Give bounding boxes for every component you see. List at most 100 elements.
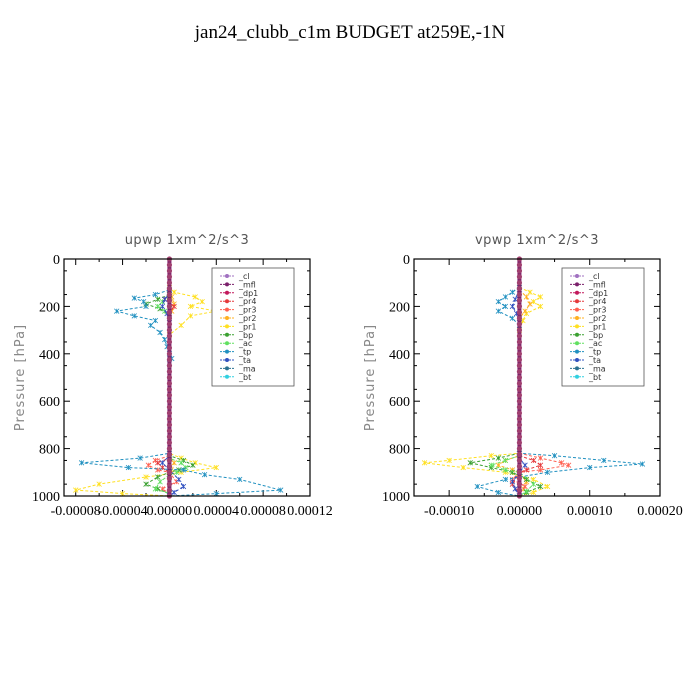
panel-2-center-marker (516, 481, 523, 487)
panel-2-center-marker (516, 416, 523, 422)
panel-2-series-tp-marker (502, 476, 509, 483)
panel-1-center-marker (166, 410, 173, 416)
panel-1-title: upwp 1xm^2/s^3 (125, 233, 250, 248)
panel-2-legend-marker (575, 341, 579, 346)
panel-1: upwp 1xm^2/s^3 Pressure [hPa] 0 200 400 600 80… (13, 233, 333, 519)
panel-2-legend-label: _pr2 (588, 314, 606, 323)
panel-2-series-tp-marker (601, 457, 607, 464)
panel-1-xtick-label: -0.00004 (97, 504, 147, 519)
panel-2-series-pr4-marker (530, 457, 537, 464)
panel-1-series-tp-marker (237, 476, 243, 483)
panel-1-legend-marker (225, 324, 229, 329)
panel-1-center-marker (166, 392, 173, 398)
panel-1-center-marker (166, 303, 173, 309)
panel-2-series-ta-marker (522, 462, 528, 468)
panel-1-series-pr1-marker (187, 313, 194, 319)
panel-2-legend-marker (575, 349, 579, 354)
panel-1-legend-swatch (220, 316, 234, 320)
panel-2-center-marker (516, 475, 523, 481)
panel-1-ytick-label: 800 (39, 443, 60, 458)
panel-2-legend-swatch (570, 274, 584, 278)
panel-1-xtick-label: 0.00008 (240, 504, 286, 519)
panel-2-frame (413, 258, 661, 497)
panel-1-series-tp-marker (140, 298, 147, 305)
panel-1-legend-marker (225, 316, 229, 320)
panel-2-legend-label: _ta (588, 356, 601, 365)
panel-2-center-marker (516, 303, 523, 309)
panel-2-legend-swatch (570, 290, 584, 295)
panel-1-ytick-label: 600 (39, 395, 60, 410)
panel-1-legend-marker (225, 349, 229, 354)
panel-1-series-pr1-marker (192, 294, 198, 300)
panel-2-legend-swatch (570, 299, 584, 304)
panel-2-series-pr1-line (424, 286, 549, 496)
panel-2-series-tp-marker (509, 315, 516, 321)
panel-1-center-marker (166, 422, 173, 428)
panel-1-center-marker (166, 386, 173, 392)
panel-2-ytick-label: 800 (389, 443, 410, 458)
panel-2-legend-label: _ma (588, 364, 606, 373)
panel-1-series-bp-marker (190, 462, 196, 468)
panel-2-series-pr1-marker (527, 289, 533, 295)
panel-1-series-pr4-marker (155, 460, 161, 466)
panel-2-series-ac-marker (488, 462, 494, 468)
panel-2-center-marker (516, 410, 523, 416)
panel-2-legend-marker (575, 274, 579, 278)
panel-2-series-pr4-marker (537, 462, 544, 468)
panel-1-legend-label: _bt (238, 373, 251, 382)
panel-1-series-ta-marker (176, 476, 182, 483)
panel-1-center-marker (166, 428, 173, 434)
panel-2-center-marker (516, 274, 523, 280)
panel-1-series-ac-marker (173, 469, 180, 475)
panel-2-legend-label: _cl (588, 272, 600, 281)
panel-2-xtick-label: 0.00010 (567, 504, 613, 519)
panel-1-frame (63, 258, 311, 497)
panel-2-center-marker (516, 457, 523, 464)
panel-2-legend-label: _pr4 (588, 297, 606, 306)
panel-2-center-marker (516, 440, 523, 446)
panel-1-legend-label: _mfl (238, 280, 256, 289)
panel-1-legend-label: _cl (238, 272, 250, 281)
panel-2-legend-marker (575, 299, 579, 304)
panel-2-center-marker (516, 368, 523, 375)
panel-1-series-tp-marker (213, 490, 219, 496)
panel-2-center-marker (516, 327, 523, 333)
panel-1-series-bp-line (144, 294, 195, 495)
panel-1-legend-marker (225, 299, 229, 304)
panel-1-series-pr1-marker (73, 487, 79, 493)
panel-1-center-marker (166, 351, 173, 357)
panel-2-center-marker (516, 446, 523, 452)
panel-1-center-marker (166, 327, 173, 333)
panel-1-center-marker (166, 481, 173, 487)
panel-1-legend: _cl_mfl_dp1_pr4_pr3_pr2_pr1_bp_ac_tp_ta_… (211, 267, 295, 387)
panel-1-series-tp-marker (125, 464, 132, 471)
panel-1-xtick-label: 0.00004 (194, 504, 240, 519)
panel-1-center-marker (166, 309, 173, 315)
panel-1-series-pr1-marker (187, 303, 194, 310)
panel-1-center-marker (166, 286, 173, 292)
panel-2-xtick-label: 0.00000 (497, 504, 543, 519)
panel-2-series-pr3-marker (537, 467, 544, 473)
panel-1-series-pr1-marker (171, 289, 177, 295)
panel-2-series-ta-marker (509, 479, 516, 485)
panel-1-series-pr1-marker (178, 322, 184, 329)
panel-1-center-marker (166, 291, 173, 298)
panel-2-series-pr3-marker (558, 460, 565, 466)
panel-1-ytick-label: 400 (39, 348, 60, 363)
panel-2-series-bp-marker (467, 460, 473, 466)
panel-2-series-pr2-marker (522, 308, 528, 314)
panel-2-series-tp-marker (639, 461, 646, 467)
panel-1-center-marker (166, 333, 173, 339)
panel-1-series-tp-marker (78, 460, 85, 466)
panel-1-legend-label: _dp1 (238, 289, 258, 298)
panel-1-center-marker (166, 404, 173, 410)
panel-1-series-tp-marker (131, 295, 137, 301)
panel-1-legend-label: _pr3 (238, 306, 256, 315)
panel-1-center-marker (166, 487, 173, 493)
panel-2: vpwp 1xm^2/s^3 Pressure [hPa] 0 200 400 600 80… (363, 233, 683, 519)
panel-2-ylabel: Pressure [hPa] (363, 324, 378, 431)
panel-2-series-tp-marker (495, 308, 502, 314)
panel-2-center-marker (516, 345, 523, 351)
panel-2-center-marker (516, 398, 523, 404)
